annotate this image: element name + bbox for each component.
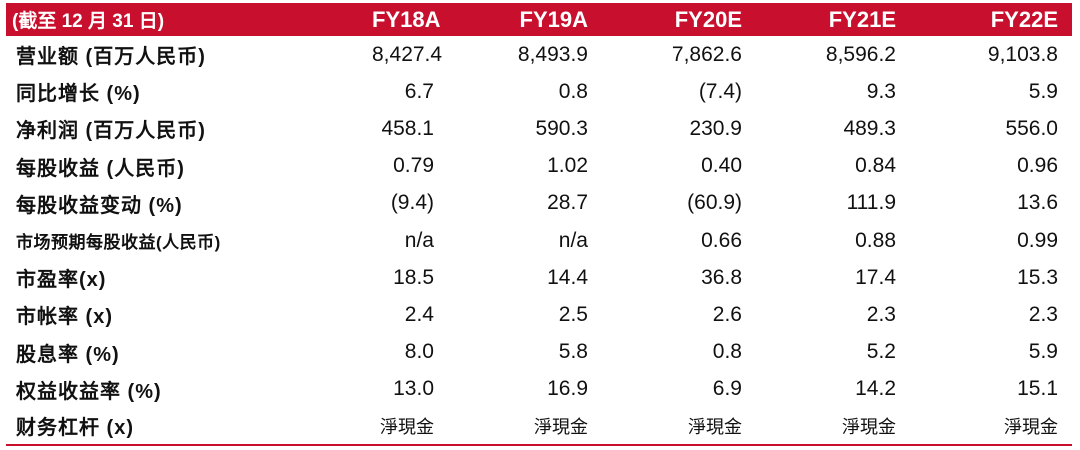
cell-value: 0.79 xyxy=(393,154,434,178)
cell-value: 淨現金 xyxy=(380,416,434,438)
cell-value: 556.0 xyxy=(1005,116,1058,140)
cell-value: 0.8 xyxy=(558,79,588,103)
row-label: 权益收益率 (%) xyxy=(16,380,162,403)
cell-value: 5.2 xyxy=(866,340,896,364)
row-pe-ratio: 市盈率(x) 18.5 14.4 36.8 17.4 15.3 xyxy=(6,259,1072,296)
cell-value: 0.40 xyxy=(701,154,742,178)
cell-value: 16.9 xyxy=(547,377,588,401)
cell-value: 489.3 xyxy=(843,116,896,140)
row-label: 每股收益 (人民币) xyxy=(16,157,185,180)
header-year-fy20e: FY20E xyxy=(674,6,742,32)
header-year-fy19a: FY19A xyxy=(519,6,588,32)
cell-value: 14.2 xyxy=(855,377,896,401)
row-dividend-yield: 股息率 (%) 8.0 5.8 0.8 5.2 5.9 xyxy=(6,334,1072,371)
row-yoy-growth: 同比增长 (%) 6.7 0.8 (7.4) 9.3 5.9 xyxy=(6,73,1072,110)
header-period-label: (截至 12 月 31 日) xyxy=(12,11,165,32)
row-roe: 权益收益率 (%) 13.0 16.9 6.9 14.2 15.1 xyxy=(6,371,1072,408)
cell-value: 18.5 xyxy=(393,265,434,289)
cell-value: n/a xyxy=(558,228,588,252)
cell-value: 458.1 xyxy=(381,116,434,140)
row-label: 市场预期每股收益(人民币) xyxy=(16,233,221,253)
row-revenue: 营业额 (百万人民币) 8,427.4 8,493.9 7,862.6 8,59… xyxy=(6,36,1072,73)
cell-value: 28.7 xyxy=(547,191,588,215)
cell-value: 2.3 xyxy=(866,302,896,326)
cell-value: 6.7 xyxy=(404,79,434,103)
cell-value: 8.0 xyxy=(404,340,434,364)
table-body: 营业额 (百万人民币) 8,427.4 8,493.9 7,862.6 8,59… xyxy=(6,36,1072,446)
cell-value: 8,427.4 xyxy=(372,42,443,66)
row-label: 每股收益变动 (%) xyxy=(16,194,183,217)
cell-value: 0.96 xyxy=(1017,154,1058,178)
row-label: 净利润 (百万人民币) xyxy=(16,120,206,143)
financial-summary-table-wrapper: (截至 12 月 31 日) FY18A FY19A FY20E FY21E F… xyxy=(6,3,1072,446)
cell-value: 5.8 xyxy=(558,340,588,364)
cell-value: n/a xyxy=(404,228,434,252)
cell-value: 0.84 xyxy=(855,154,896,178)
cell-value: 9,103.8 xyxy=(987,42,1058,66)
cell-value: 0.99 xyxy=(1017,228,1058,252)
row-label: 市盈率(x) xyxy=(16,269,107,292)
cell-value: 0.88 xyxy=(855,228,896,252)
header-row: (截至 12 月 31 日) FY18A FY19A FY20E FY21E F… xyxy=(6,3,1072,36)
row-label: 股息率 (%) xyxy=(16,343,120,366)
cell-value: 8,493.9 xyxy=(517,42,588,66)
header-year-fy22e: FY22E xyxy=(990,6,1058,32)
cell-value: 2.6 xyxy=(712,302,742,326)
cell-value: 15.1 xyxy=(1017,377,1058,401)
cell-value: 2.3 xyxy=(1028,302,1058,326)
cell-value: 5.9 xyxy=(1028,340,1058,364)
row-label: 营业额 (百万人民币) xyxy=(16,46,206,69)
cell-value: 17.4 xyxy=(855,265,896,289)
cell-value: 5.9 xyxy=(1028,79,1058,103)
cell-value: (7.4) xyxy=(698,79,742,103)
cell-value: 111.9 xyxy=(846,191,896,215)
financial-summary-table: (截至 12 月 31 日) FY18A FY19A FY20E FY21E F… xyxy=(6,3,1072,446)
row-consensus-eps: 市场预期每股收益(人民币) n/a n/a 0.66 0.88 0.99 xyxy=(6,222,1072,259)
cell-value: 13.6 xyxy=(1017,191,1058,215)
row-pb-ratio: 市帐率 (x) 2.4 2.5 2.6 2.3 2.3 xyxy=(6,296,1072,333)
header-year-fy18a: FY18A xyxy=(372,6,441,32)
cell-value: 0.8 xyxy=(712,340,742,364)
row-net-profit: 净利润 (百万人民币) 458.1 590.3 230.9 489.3 556.… xyxy=(6,110,1072,147)
cell-value: 6.9 xyxy=(712,377,742,401)
row-label: 财务杠杆 (x) xyxy=(16,417,134,440)
cell-value: 8,596.2 xyxy=(825,42,896,66)
row-label: 同比增长 (%) xyxy=(16,83,141,106)
cell-value: 淨現金 xyxy=(688,416,742,438)
cell-value: (60.9) xyxy=(687,191,742,215)
cell-value: 淨現金 xyxy=(534,416,588,438)
cell-value: 7,862.6 xyxy=(671,42,742,66)
cell-value: 230.9 xyxy=(689,116,742,140)
cell-value: 2.4 xyxy=(404,302,434,326)
cell-value: 13.0 xyxy=(393,377,434,401)
table-header: (截至 12 月 31 日) FY18A FY19A FY20E FY21E F… xyxy=(6,3,1072,36)
cell-value: 2.5 xyxy=(558,302,588,326)
cell-value: 淨現金 xyxy=(1004,416,1058,438)
cell-value: 9.3 xyxy=(866,79,896,103)
cell-value: 1.02 xyxy=(547,154,588,178)
row-eps: 每股收益 (人民币) 0.79 1.02 0.40 0.84 0.96 xyxy=(6,148,1072,185)
row-label: 市帐率 (x) xyxy=(16,306,113,329)
cell-value: 0.66 xyxy=(701,228,742,252)
cell-value: 14.4 xyxy=(547,265,588,289)
row-financial-leverage: 财务杠杆 (x) 淨現金 淨現金 淨現金 淨現金 淨現金 xyxy=(6,408,1072,446)
cell-value: 590.3 xyxy=(535,116,588,140)
cell-value: 36.8 xyxy=(701,265,742,289)
cell-value: 15.3 xyxy=(1017,265,1058,289)
cell-value: 淨現金 xyxy=(842,416,896,438)
header-year-fy21e: FY21E xyxy=(828,6,896,32)
cell-value: (9.4) xyxy=(390,191,434,215)
row-eps-change: 每股收益变动 (%) (9.4) 28.7 (60.9) 111.9 13.6 xyxy=(6,185,1072,222)
